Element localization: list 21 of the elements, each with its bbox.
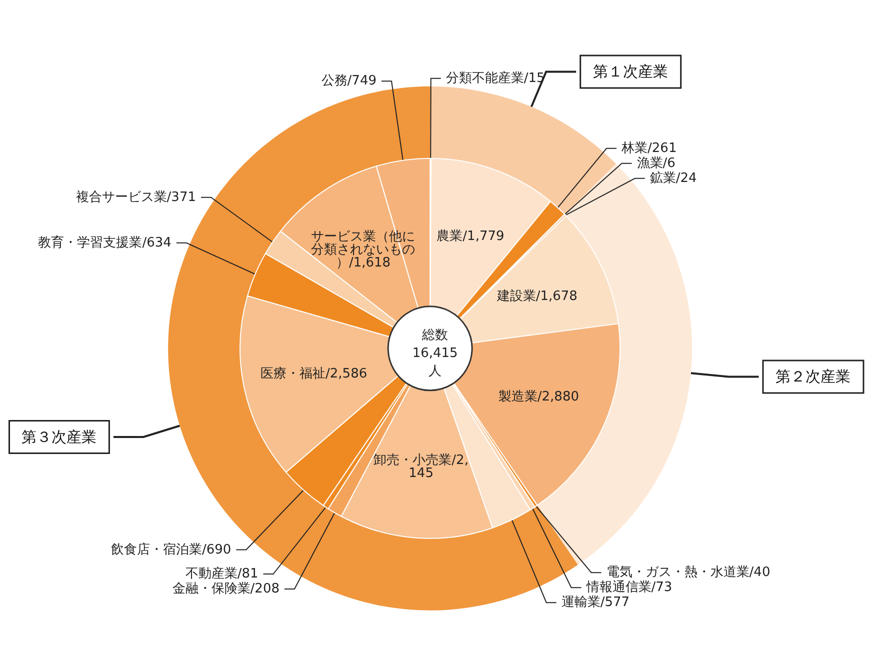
slice-label: 第２次産業 [776, 368, 851, 386]
text: 総数 16,415 人 [412, 328, 458, 379]
slice-label: 卸売・小売業/2,145 [374, 453, 468, 482]
slice-label: 漁業/6 [636, 156, 676, 171]
slice-label: 金融・保険業/208 [172, 582, 280, 597]
slice-label: 農業/1,779 [436, 228, 504, 244]
slice-label: 教育・学習支援業/634 [38, 234, 172, 250]
slice-label: 医療・福祉/2,586 [260, 366, 368, 382]
slice-label: 電気・ガス・熱・水道業/40 [606, 565, 770, 580]
slice-label: 複合サービス業/371 [76, 190, 196, 205]
slice-label: 第１次産業 [593, 62, 668, 81]
slice-label: 第３次産業 [21, 428, 96, 446]
slice-label: 公務/749 [321, 74, 377, 89]
slice-label: 鉱業/24 [650, 170, 697, 186]
slice-label: 飲食店・宿泊業/690 [110, 541, 232, 558]
slice-label: 製造業/2,880 [498, 390, 580, 405]
slice-label: 建設業/1,678 [496, 288, 578, 304]
slice-label: 林業/261 [620, 140, 677, 156]
slice-label: 運輸業/577 [561, 595, 630, 610]
slice-label: 情報通信業/73 [585, 580, 672, 596]
slice-label: 不動産業/81 [185, 566, 258, 582]
